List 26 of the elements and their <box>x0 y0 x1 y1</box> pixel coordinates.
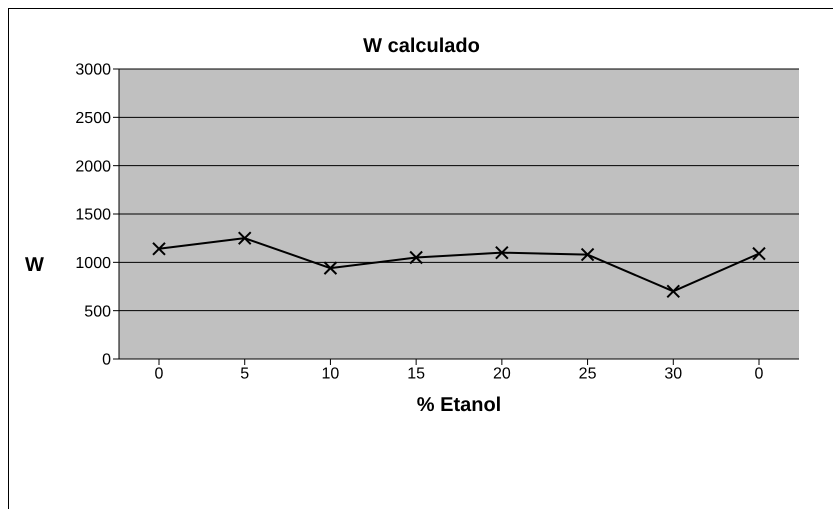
x-tick-label: 30 <box>664 365 682 382</box>
y-tick-label: 1000 <box>75 255 112 272</box>
point <box>580 248 595 262</box>
point <box>494 246 509 260</box>
x-tick-label: 0 <box>754 365 764 382</box>
chart-title: W calculado <box>362 35 481 58</box>
y-tick-label: 2500 <box>75 110 112 128</box>
x-tick-label: 15 <box>407 365 426 382</box>
x-tick-label: 25 <box>578 365 597 382</box>
x-tick-label: 5 <box>240 365 250 382</box>
y-tick-label: 1500 <box>75 206 112 224</box>
x-tick-label: 20 <box>492 365 511 382</box>
y-tick-label: 500 <box>84 303 112 320</box>
x-tick-label: 10 <box>322 365 340 382</box>
point <box>323 261 338 276</box>
point <box>409 250 424 264</box>
x-axis-title: % Etanol <box>416 394 502 416</box>
x-tick-label: 0 <box>154 365 164 382</box>
point <box>152 242 166 256</box>
point <box>666 284 680 298</box>
point <box>752 246 766 261</box>
y-tick-label: 2000 <box>75 158 112 176</box>
y-tick-label: 3000 <box>75 62 112 79</box>
point <box>238 231 252 246</box>
y-axis-title: W <box>25 254 44 277</box>
y-tick-label: 0 <box>102 352 112 369</box>
